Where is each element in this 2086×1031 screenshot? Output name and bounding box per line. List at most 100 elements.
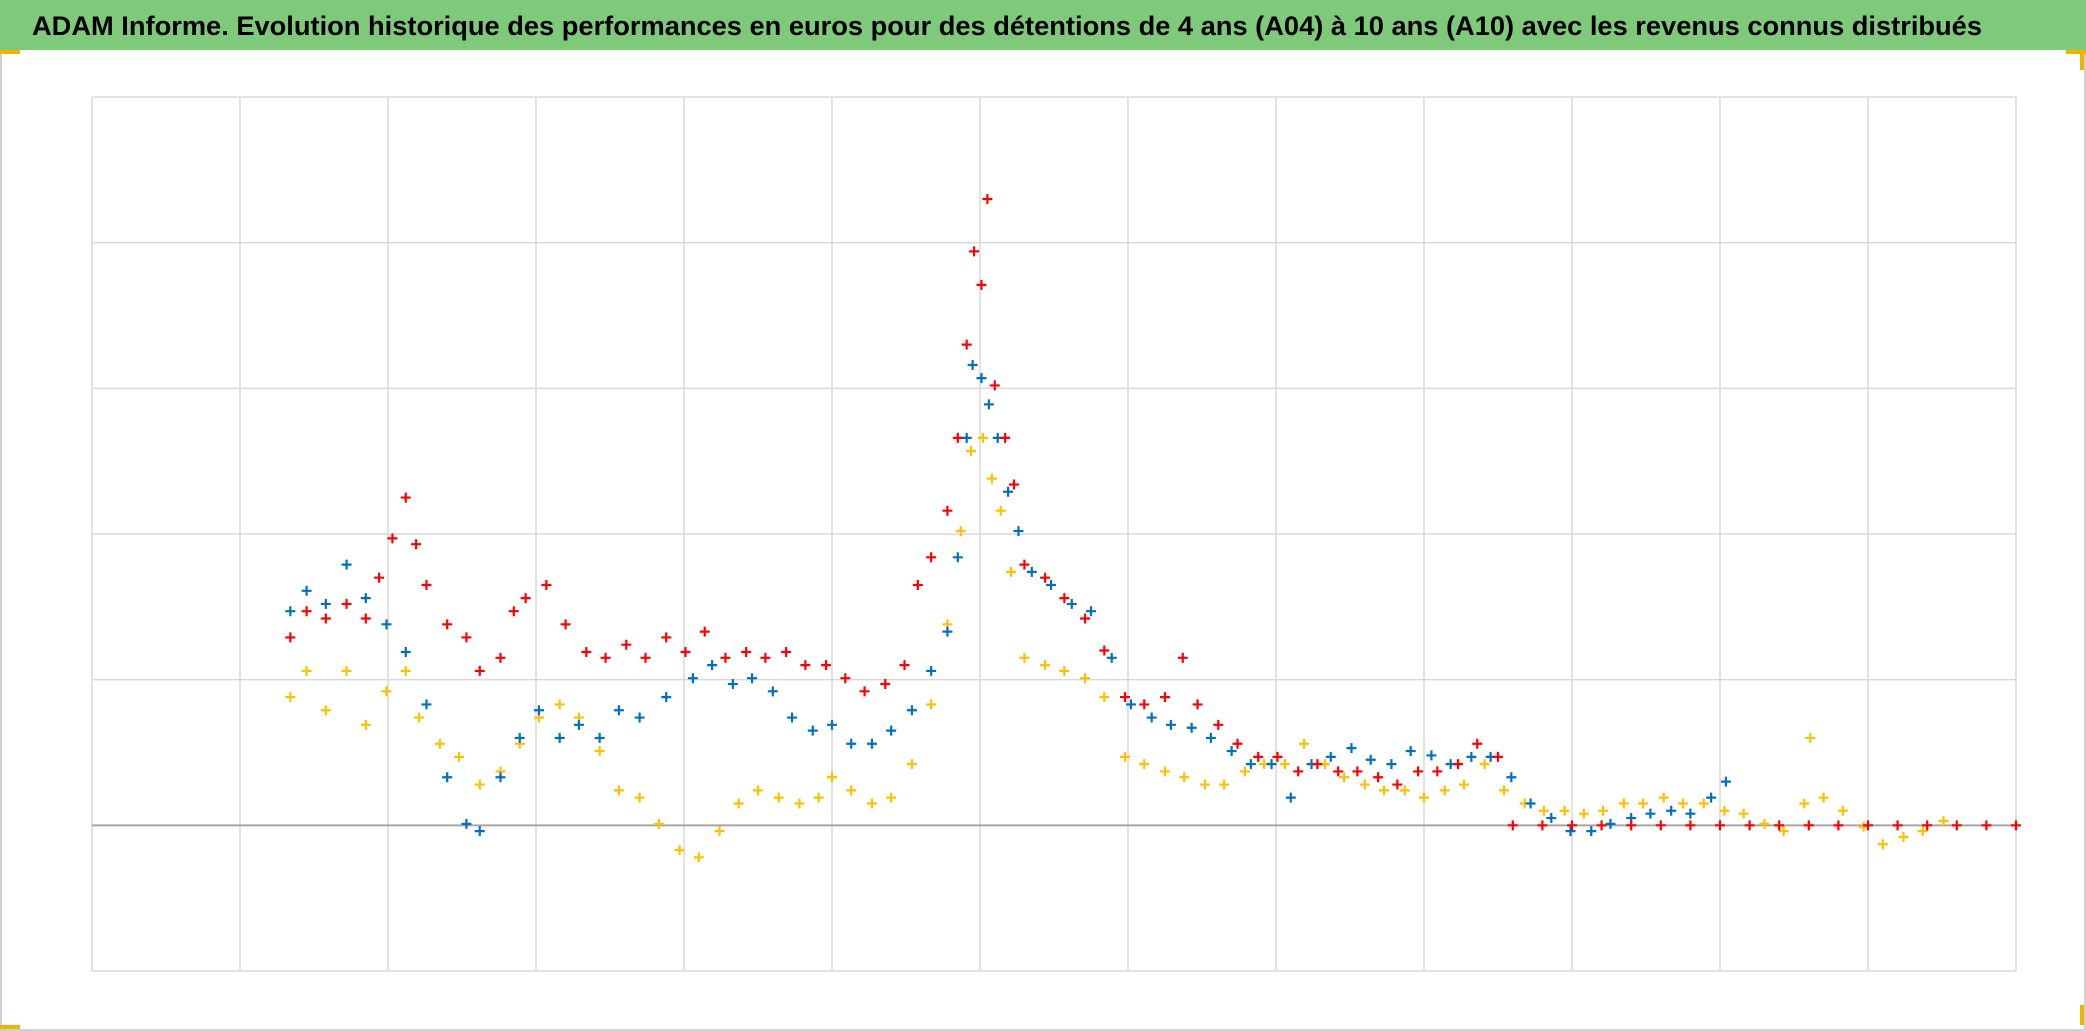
point <box>1759 818 1770 829</box>
point <box>594 732 605 743</box>
chart-title: ADAM Informe. Evolution historique des p… <box>32 11 1982 41</box>
point <box>461 632 472 643</box>
point <box>1279 759 1290 770</box>
point <box>1685 808 1696 819</box>
point <box>1626 820 1637 831</box>
point <box>926 552 937 563</box>
point <box>374 572 385 583</box>
point <box>600 652 611 663</box>
point <box>1479 759 1490 770</box>
point <box>613 705 624 716</box>
point <box>301 585 312 596</box>
point <box>942 626 953 637</box>
point <box>1099 692 1110 703</box>
point <box>1774 820 1785 831</box>
point <box>1177 652 1188 663</box>
point <box>1359 779 1370 790</box>
point <box>1537 820 1548 831</box>
point <box>1009 479 1020 490</box>
point <box>1706 792 1717 803</box>
point <box>1498 785 1509 796</box>
point <box>687 673 698 684</box>
point <box>1099 645 1110 656</box>
point <box>1605 818 1616 829</box>
point <box>846 738 857 749</box>
point <box>1818 792 1829 803</box>
point <box>961 432 972 443</box>
point <box>1253 751 1264 762</box>
point <box>866 798 877 809</box>
point <box>1419 792 1429 803</box>
point <box>942 505 953 516</box>
point <box>341 559 352 570</box>
point <box>733 798 744 809</box>
point <box>1678 798 1688 809</box>
point <box>301 606 312 617</box>
point <box>661 632 672 643</box>
point <box>541 579 552 590</box>
series <box>285 432 1949 863</box>
point <box>1596 820 1607 831</box>
point <box>1799 798 1810 809</box>
point <box>514 732 525 743</box>
point <box>1365 754 1376 765</box>
point <box>912 579 923 590</box>
point <box>1833 820 1844 831</box>
point <box>474 779 485 790</box>
point <box>846 785 857 796</box>
point <box>1000 432 1011 443</box>
point <box>1399 785 1410 796</box>
point <box>976 373 987 384</box>
point <box>1120 692 1131 703</box>
point <box>976 279 987 290</box>
point <box>1638 798 1649 809</box>
point <box>1744 820 1755 831</box>
point <box>301 665 312 676</box>
point <box>1405 746 1416 757</box>
point <box>674 845 685 856</box>
point <box>899 660 910 671</box>
point <box>1192 699 1203 710</box>
point <box>442 619 453 630</box>
point <box>400 665 411 676</box>
point <box>1466 751 1477 762</box>
point <box>1618 798 1629 809</box>
corner-handle <box>2080 50 2084 70</box>
point <box>594 746 605 757</box>
point <box>1559 805 1570 816</box>
point <box>1439 785 1450 796</box>
point <box>1080 673 1091 684</box>
point <box>714 826 725 837</box>
point <box>1219 779 1230 790</box>
point <box>581 646 592 657</box>
point <box>2011 820 2021 831</box>
point <box>1720 776 1731 787</box>
point <box>434 738 445 749</box>
point <box>341 665 352 676</box>
point <box>495 652 506 663</box>
point <box>442 772 453 783</box>
point <box>1837 805 1848 816</box>
point <box>1507 820 1518 831</box>
point <box>1239 766 1250 777</box>
point <box>807 725 818 736</box>
point <box>952 432 963 443</box>
point <box>661 692 672 703</box>
point <box>1493 751 1503 762</box>
point <box>560 619 571 630</box>
point <box>520 593 531 604</box>
point <box>1655 820 1666 831</box>
point <box>794 798 805 809</box>
corner-handle <box>2080 1005 2084 1025</box>
corner-handle <box>0 50 20 54</box>
corner-handle <box>0 1025 20 1029</box>
point <box>653 818 664 829</box>
point <box>1066 598 1077 609</box>
point <box>1432 766 1443 777</box>
point <box>1892 820 1903 831</box>
point <box>1386 759 1397 770</box>
point <box>554 732 565 743</box>
point <box>1413 766 1424 777</box>
point <box>461 818 472 829</box>
plot-area <box>91 96 2021 972</box>
